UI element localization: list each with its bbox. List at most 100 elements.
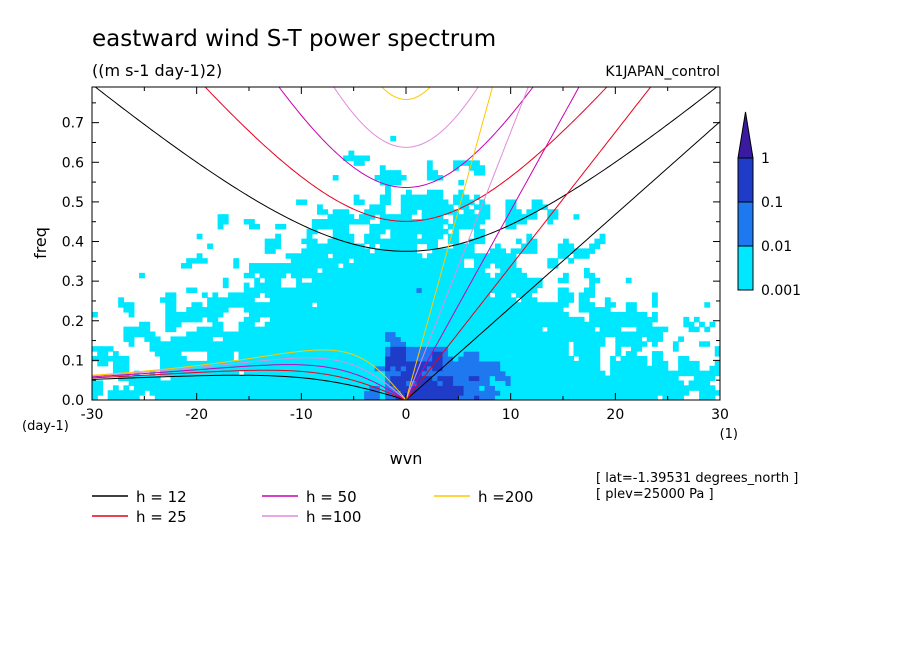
heatmap-cell — [646, 321, 653, 328]
heatmap-cell — [442, 316, 449, 323]
heatmap-cell — [337, 282, 344, 289]
heatmap-cell — [379, 375, 386, 382]
heatmap-cell — [416, 311, 423, 318]
heatmap-cell — [296, 277, 302, 284]
heatmap-cell — [542, 307, 548, 313]
heatmap-cell — [699, 341, 705, 347]
heatmap-cell — [426, 165, 433, 171]
heatmap-cell — [442, 360, 449, 367]
heatmap-cell — [306, 341, 313, 347]
heatmap-cell — [269, 282, 276, 289]
heatmap-cell — [301, 267, 308, 274]
heatmap-cell — [515, 336, 522, 342]
heatmap-cell — [531, 243, 538, 249]
heatmap-cell — [385, 395, 391, 400]
heatmap-cell — [563, 380, 569, 386]
heatmap-cell — [400, 365, 407, 372]
heatmap-cell — [547, 375, 554, 382]
heatmap-cell — [207, 346, 213, 352]
heatmap-cell — [112, 365, 119, 372]
heatmap-cell — [353, 385, 360, 391]
heatmap-cell — [474, 287, 480, 294]
heatmap-cell — [290, 346, 297, 352]
heatmap-cell — [489, 316, 496, 323]
heatmap-cell — [620, 395, 627, 400]
heatmap-cell — [709, 390, 716, 396]
heatmap-cell — [479, 355, 486, 362]
heatmap-cell — [463, 336, 470, 342]
heatmap-cell — [317, 326, 323, 333]
heatmap-cell — [238, 321, 245, 328]
heatmap-cell — [337, 233, 344, 240]
heatmap-cell — [474, 238, 480, 245]
heatmap-cell — [542, 302, 548, 308]
heatmap-cell — [447, 331, 454, 338]
heatmap-cell — [144, 326, 151, 333]
heatmap-cell — [97, 380, 104, 386]
heatmap-cell — [468, 253, 475, 259]
heatmap-cell — [259, 346, 266, 352]
heatmap-cell — [406, 277, 412, 284]
heatmap-cell — [563, 365, 569, 372]
heatmap-cell — [479, 302, 486, 308]
heatmap-cell — [604, 375, 611, 382]
heatmap-cell — [552, 395, 559, 400]
heatmap-cell — [322, 390, 329, 396]
heatmap-cell — [432, 243, 438, 249]
heatmap-cell — [458, 390, 465, 396]
heatmap-cell — [243, 351, 250, 357]
heatmap-cell — [364, 331, 370, 338]
heatmap-cell — [332, 370, 339, 377]
heatmap-cell — [374, 375, 381, 382]
heatmap-cell — [285, 370, 292, 377]
heatmap-cell — [395, 385, 402, 391]
heatmap-cell — [411, 228, 418, 235]
heatmap-cell — [264, 321, 271, 328]
heatmap-cell — [406, 336, 412, 342]
heatmap-cell — [327, 351, 334, 357]
heatmap-cell — [332, 385, 339, 391]
heatmap-cell — [222, 277, 229, 284]
heatmap-cell — [180, 346, 187, 352]
heatmap-cell — [322, 287, 329, 294]
heatmap-cell — [646, 326, 653, 333]
heatmap-cell — [437, 331, 444, 338]
heatmap-cell — [615, 331, 622, 338]
heatmap-cell — [374, 175, 381, 181]
heatmap-cell — [474, 165, 480, 171]
heatmap-cell — [526, 209, 533, 215]
heatmap-cell — [458, 272, 465, 279]
heatmap-cell — [453, 194, 459, 201]
heatmap-cell — [196, 258, 203, 264]
heatmap-cell — [337, 395, 344, 400]
heatmap-cell — [453, 248, 459, 254]
heatmap-cell — [191, 380, 198, 386]
heatmap-cell — [693, 326, 700, 333]
heatmap-cell — [437, 287, 444, 294]
heatmap-cell — [123, 331, 130, 338]
heatmap-cell — [395, 336, 402, 342]
heatmap-cell — [332, 302, 339, 308]
heatmap-cell — [254, 341, 261, 347]
heatmap-cell — [479, 267, 486, 274]
heatmap-cell — [521, 321, 527, 328]
heatmap-cell — [421, 385, 428, 391]
heatmap-cell — [672, 390, 679, 396]
heatmap-cell — [395, 360, 402, 367]
heatmap-cell — [327, 238, 334, 245]
heatmap-cell — [296, 341, 302, 347]
heatmap-cell — [442, 370, 449, 377]
heatmap-cell — [306, 253, 313, 259]
heatmap-cell — [458, 277, 465, 284]
heatmap-cell — [301, 316, 308, 323]
heatmap-cell — [343, 341, 350, 347]
heatmap-cell — [557, 321, 564, 328]
heatmap-cell — [264, 331, 271, 338]
heatmap-cell — [364, 253, 370, 259]
heatmap-cell — [683, 355, 690, 362]
heatmap-cell — [196, 316, 203, 323]
heatmap-cell — [557, 355, 564, 362]
heatmap-cell — [212, 341, 219, 347]
heatmap-cell — [510, 277, 517, 284]
heatmap-cell — [463, 380, 470, 386]
